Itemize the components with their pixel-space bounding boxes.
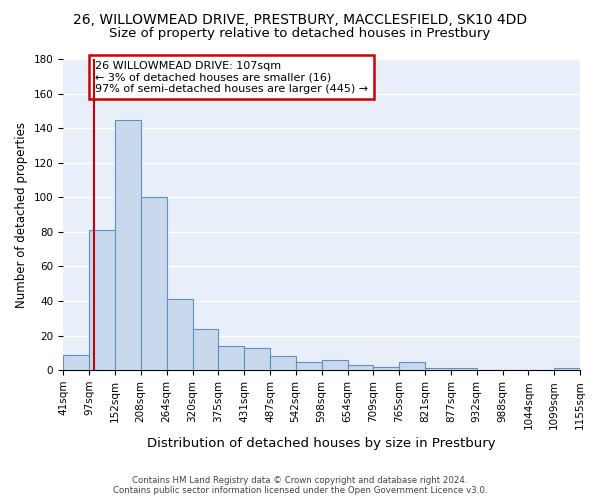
- Bar: [373, 366, 399, 370]
- Bar: [425, 368, 451, 370]
- Bar: [347, 365, 373, 370]
- Text: 26, WILLOWMEAD DRIVE, PRESTBURY, MACCLESFIELD, SK10 4DD: 26, WILLOWMEAD DRIVE, PRESTBURY, MACCLES…: [73, 12, 527, 26]
- Bar: [244, 348, 270, 370]
- Bar: [63, 354, 89, 370]
- Bar: [218, 346, 244, 370]
- Bar: [296, 362, 322, 370]
- Bar: [115, 120, 140, 370]
- Bar: [451, 368, 476, 370]
- Bar: [193, 328, 218, 370]
- Bar: [89, 230, 115, 370]
- Bar: [140, 198, 167, 370]
- Text: Contains HM Land Registry data © Crown copyright and database right 2024.
Contai: Contains HM Land Registry data © Crown c…: [113, 476, 487, 495]
- Bar: [399, 362, 425, 370]
- X-axis label: Distribution of detached houses by size in Prestbury: Distribution of detached houses by size …: [147, 437, 496, 450]
- Text: 26 WILLOWMEAD DRIVE: 107sqm
← 3% of detached houses are smaller (16)
97% of semi: 26 WILLOWMEAD DRIVE: 107sqm ← 3% of deta…: [95, 60, 368, 94]
- Bar: [322, 360, 347, 370]
- Y-axis label: Number of detached properties: Number of detached properties: [15, 122, 28, 308]
- Bar: [270, 356, 296, 370]
- Bar: [554, 368, 580, 370]
- Text: Size of property relative to detached houses in Prestbury: Size of property relative to detached ho…: [109, 28, 491, 40]
- Bar: [167, 300, 193, 370]
